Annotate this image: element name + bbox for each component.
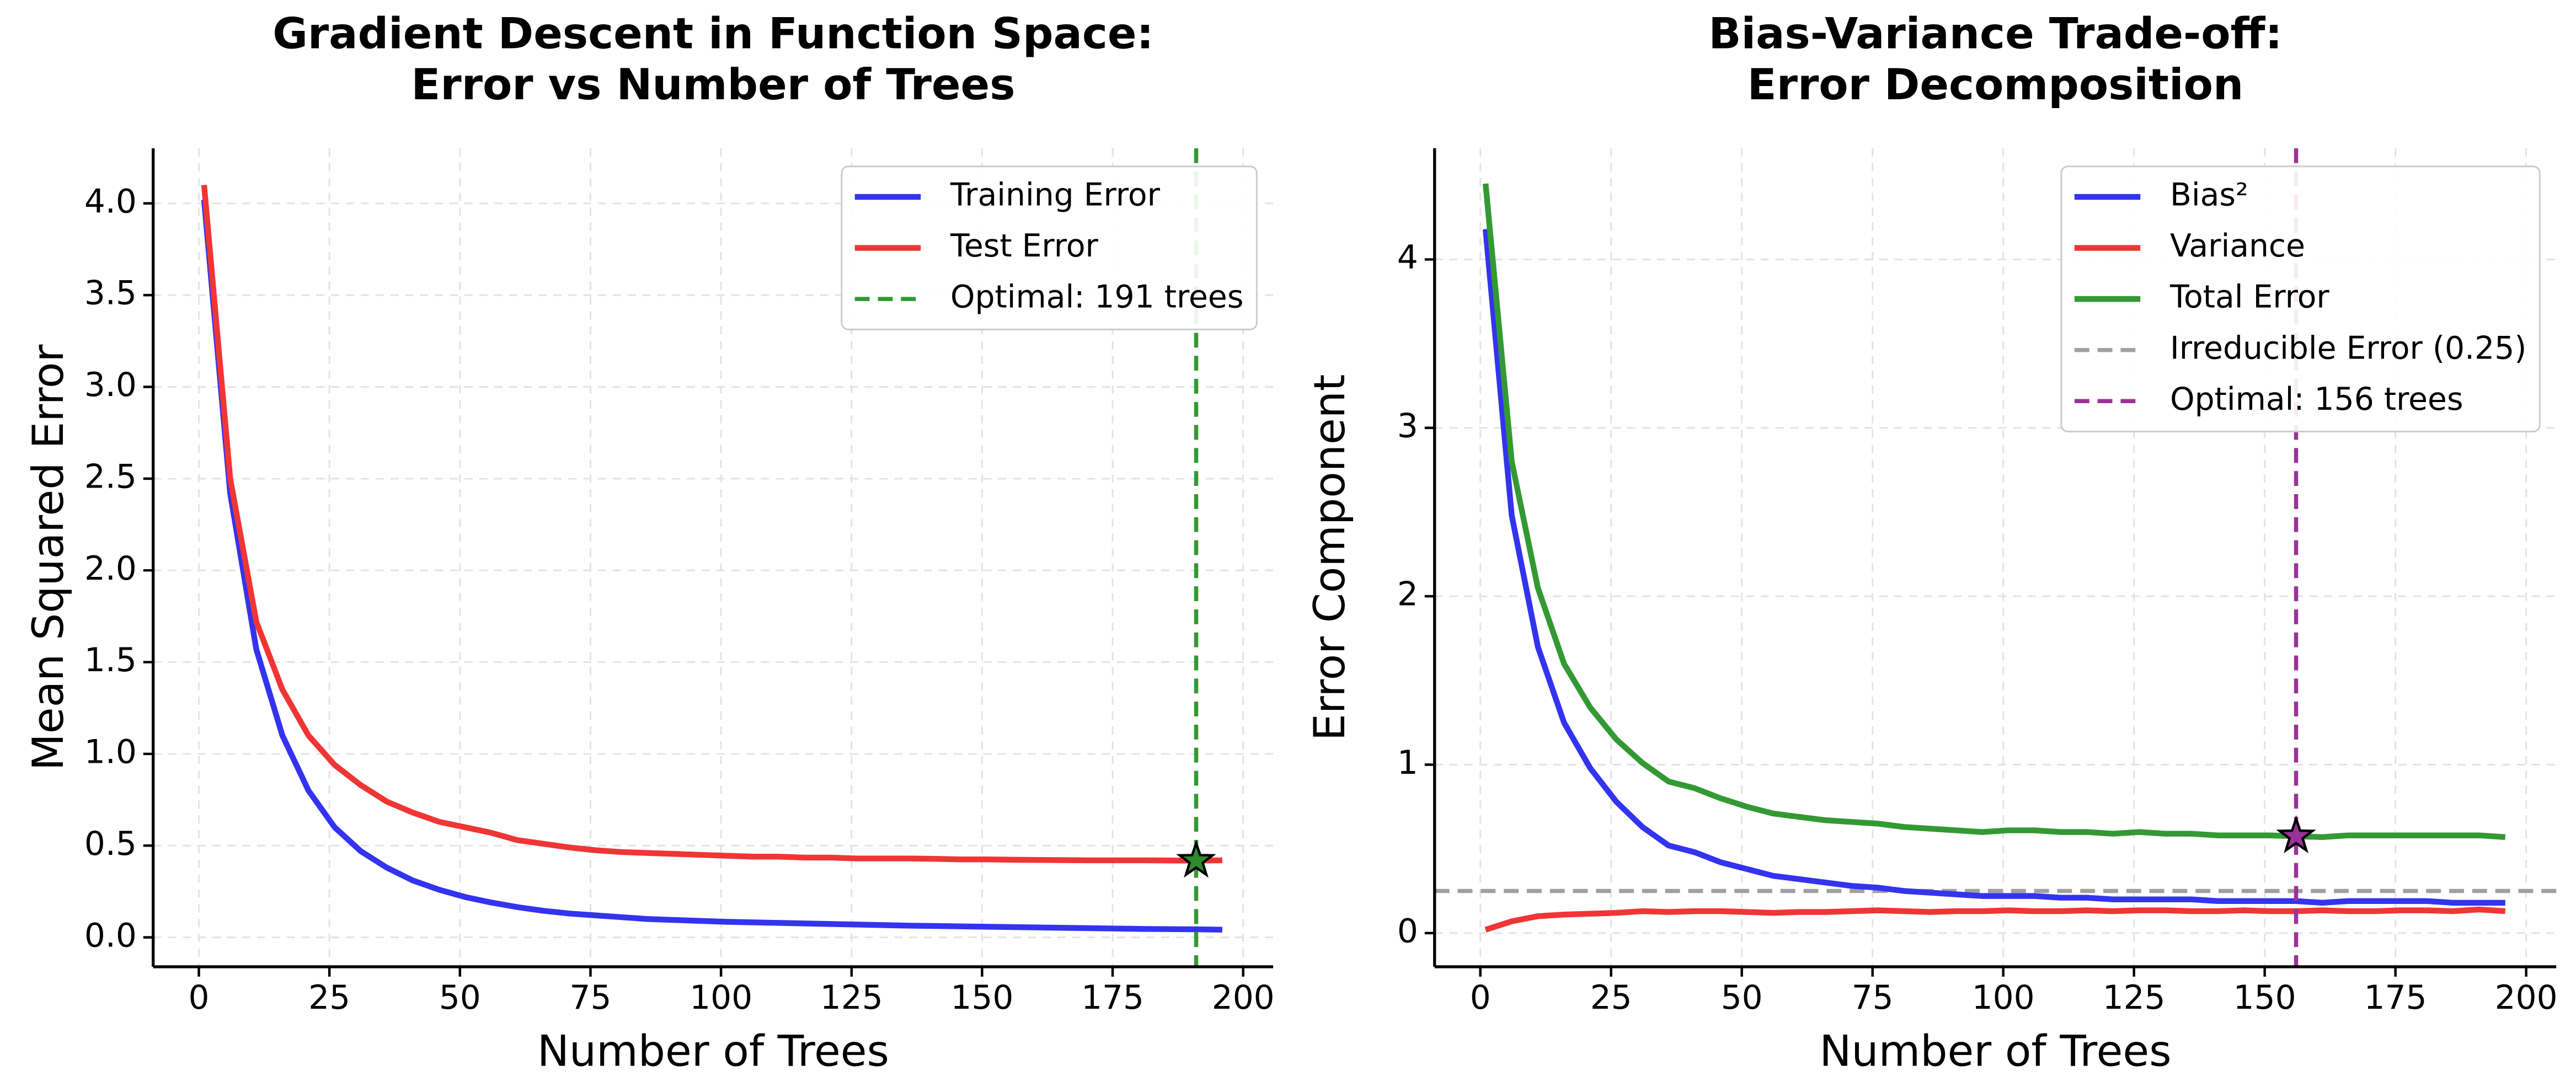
chart-title: Bias-Variance Trade-off:: [1708, 9, 2282, 58]
optimal-marker: [1176, 839, 1216, 878]
legend-label: Test Error: [950, 228, 1099, 264]
legend-label: Optimal: 191 trees: [950, 279, 1244, 315]
x-tick-label: 75: [1852, 979, 1894, 1017]
chart-title: Error vs Number of Trees: [411, 60, 1015, 110]
legend: Training Error Test Error Optimal: 191 tre…: [841, 165, 1258, 330]
y-tick-label: 0.0: [84, 917, 137, 955]
x-tick-label: 0: [1470, 979, 1491, 1017]
chart-title: Error Decomposition: [1747, 60, 2244, 110]
legend-label: Variance: [2170, 228, 2305, 264]
legend-label: Optimal: 156 trees: [2170, 381, 2463, 417]
x-axis-label: Number of Trees: [537, 1027, 889, 1077]
x-tick-label: 75: [569, 979, 611, 1017]
x-tick-label: 150: [950, 979, 1013, 1017]
series-line: [201, 199, 1222, 933]
y-tick-label: 4.0: [84, 183, 137, 221]
series-line: [1482, 229, 2505, 906]
legend-label: Bias²: [2170, 177, 2248, 213]
y-tick-label: 1: [1397, 744, 1418, 782]
legend-label: Irreducible Error (0.25): [2170, 330, 2526, 366]
chart-title: Gradient Descent in Function Space:: [272, 9, 1153, 58]
y-tick-label: 0: [1397, 912, 1418, 950]
chart-panel: Gradient Descent in Function Space:Error…: [24, 9, 1275, 1076]
x-tick-label: 200: [1212, 979, 1275, 1017]
y-tick-label: 0.5: [84, 825, 137, 863]
x-tick-label: 125: [2103, 979, 2166, 1017]
y-axis-label: Mean Squared Error: [24, 345, 73, 771]
y-tick-label: 4: [1397, 239, 1418, 277]
x-tick-label: 0: [189, 979, 210, 1017]
x-axis-label: Number of Trees: [1819, 1027, 2171, 1077]
x-tick-label: 175: [2364, 979, 2427, 1017]
x-tick-label: 200: [2495, 979, 2558, 1017]
series-line: [1482, 183, 2506, 841]
y-tick-label: 1.5: [84, 641, 137, 679]
legend-label: Total Error: [2169, 279, 2329, 315]
x-tick-label: 100: [1972, 979, 2035, 1017]
y-tick-label: 2.0: [84, 550, 137, 588]
x-tick-label: 25: [308, 979, 350, 1017]
legend-box: [2060, 165, 2541, 432]
y-axis-label: Error Component: [1305, 374, 1355, 741]
x-tick-label: 50: [439, 979, 481, 1017]
y-tick-label: 3.0: [84, 366, 137, 404]
y-tick-label: 2.5: [84, 458, 137, 496]
y-tick-label: 2: [1397, 576, 1418, 614]
x-tick-label: 25: [1590, 979, 1632, 1017]
x-tick-label: 175: [1081, 979, 1144, 1017]
optimal-marker: [2276, 815, 2316, 854]
chart-panel: Bias-Variance Trade-off:Error Decomposit…: [1305, 9, 2558, 1076]
x-tick-label: 125: [820, 979, 883, 1017]
y-tick-label: 1.0: [84, 734, 137, 772]
x-tick-label: 50: [1721, 979, 1763, 1017]
legend-label: Training Error: [950, 177, 1161, 213]
y-tick-label: 3.5: [84, 275, 137, 313]
x-tick-label: 100: [690, 979, 752, 1017]
y-tick-label: 3: [1397, 407, 1418, 445]
series-line: [201, 184, 1222, 864]
legend: Bias² Variance Total Error Irreducible Erro…: [2060, 165, 2541, 432]
series-line: [1484, 906, 2506, 933]
x-tick-label: 150: [2233, 979, 2296, 1017]
legend-box: [841, 165, 1258, 330]
